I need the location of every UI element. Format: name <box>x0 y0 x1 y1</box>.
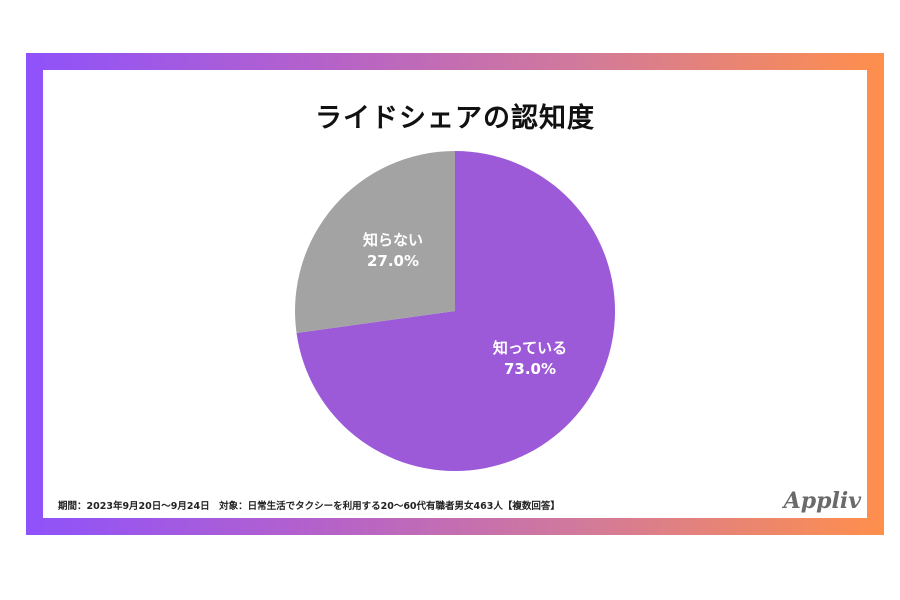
slice-label-known-value: 73.0% <box>503 360 557 378</box>
chart-title: ライドシェアの認知度 <box>315 103 595 134</box>
pie-slice-unknown <box>295 151 455 333</box>
pie-slice-known <box>296 151 615 471</box>
slice-label-unknown-name: 知らない <box>362 231 423 249</box>
slice-label-unknown: 知らない 27.0% <box>343 230 443 272</box>
gradient-frame: ライドシェアの認知度 知らない 27.0% 知っている 73.0% 期間：202… <box>26 53 884 535</box>
slice-label-known: 知っている 73.0% <box>475 338 585 380</box>
appliv-logo: Appliv <box>783 488 861 514</box>
slice-label-unknown-value: 27.0% <box>366 252 420 270</box>
pie-chart <box>295 151 615 471</box>
chart-panel: ライドシェアの認知度 知らない 27.0% 知っている 73.0% 期間：202… <box>43 70 867 518</box>
slice-label-known-name: 知っている <box>492 339 568 357</box>
survey-footnote: 期間：2023年9月20日〜9月24日 対象：日常生活でタクシーを利用する20〜… <box>58 501 560 512</box>
